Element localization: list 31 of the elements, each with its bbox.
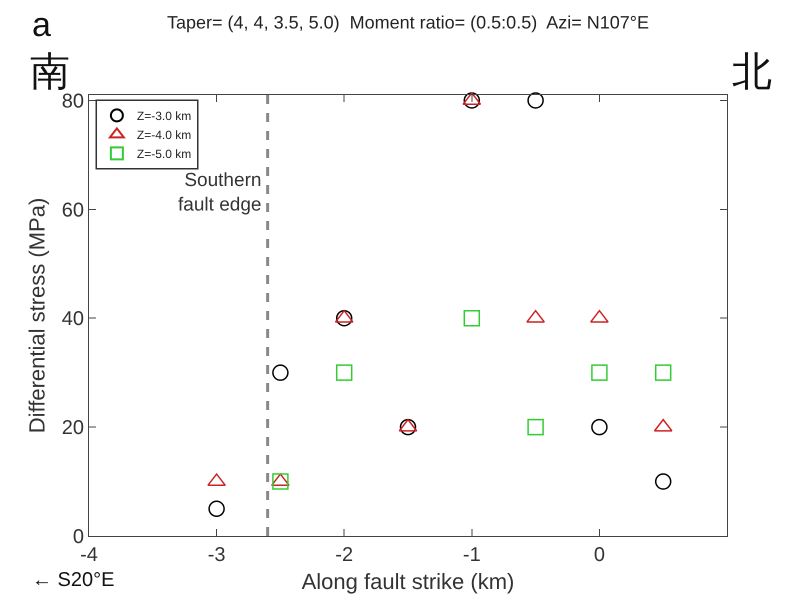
point: [400, 418, 416, 436]
point: [272, 364, 289, 381]
text: a: [32, 6, 51, 44]
point: [654, 364, 672, 381]
y-tick-label: 60: [62, 199, 84, 222]
point: [336, 364, 352, 381]
y-tick-label: 40: [62, 308, 84, 330]
point: [591, 364, 608, 381]
chart-title: Taper= (4, 4, 3.5, 5.0) Moment ratio= (0.5:0.5) Azi= N107°E: [167, 12, 649, 32]
text: 北: [732, 50, 772, 94]
legend-label: Z=-5.0 km: [136, 147, 192, 162]
x-tick-label: -3: [208, 544, 226, 566]
point: [527, 92, 544, 109]
point: [464, 92, 480, 109]
point: [336, 310, 352, 326]
y-axis-title: Differential stress (MPa): [24, 198, 50, 434]
text: ← S20°E: [32, 569, 114, 591]
legend-label: Z=-4.0 km: [136, 128, 192, 142]
x-tick-label: -2: [335, 544, 354, 566]
legend-label: Z=-3.0 km: [136, 109, 192, 124]
point: [591, 418, 608, 436]
point: [654, 473, 672, 490]
point: [527, 418, 544, 436]
point: [272, 473, 289, 490]
x-axis-title: Along fault strike (km): [302, 568, 514, 594]
point: [208, 500, 225, 518]
x-tick-label: 0: [594, 544, 605, 566]
point: [464, 310, 480, 326]
x-tick-label: -1: [462, 544, 481, 566]
ref-line-label: Southern fault edge: [178, 170, 262, 216]
y-tick-label: 20: [62, 417, 84, 440]
